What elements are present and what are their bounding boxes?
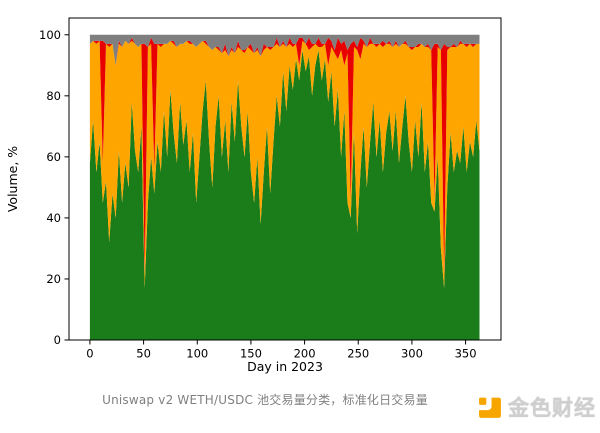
x-tick-label: 350 bbox=[455, 347, 477, 361]
x-axis-label: Day in 2023 bbox=[247, 359, 323, 374]
golden-finance-icon bbox=[479, 397, 501, 418]
chart-caption: Uniswap v2 WETH/USDC 池交易量分类，标准化日交易量 bbox=[102, 393, 428, 407]
area-series-orange bbox=[89, 40, 480, 289]
x-tick-label: 250 bbox=[347, 347, 369, 361]
x-tick-label: 200 bbox=[294, 347, 316, 361]
stacked-area-chart: 0 50 100 150 200 250 300 350 0 20 40 60 80 100 Day in … bbox=[5, 17, 502, 374]
y-tick-label: 100 bbox=[39, 28, 61, 42]
y-tick-label: 20 bbox=[46, 272, 61, 286]
x-tick-label: 300 bbox=[401, 347, 423, 361]
x-tick-label: 0 bbox=[86, 347, 93, 361]
y-tick-label: 0 bbox=[54, 333, 61, 347]
golden-finance-logo: 金色财经 bbox=[478, 392, 596, 422]
area-series-gray bbox=[89, 34, 480, 66]
x-tick-label: 100 bbox=[186, 347, 208, 361]
plot-frame bbox=[68, 17, 502, 341]
golden-finance-logo-text: 金色财经 bbox=[508, 396, 596, 420]
y-tick-label: 40 bbox=[46, 211, 61, 225]
x-tick-label: 50 bbox=[136, 347, 151, 361]
y-tick-label: 80 bbox=[46, 89, 61, 103]
area-series-green bbox=[89, 50, 480, 340]
y-tick-label: 60 bbox=[46, 150, 61, 164]
x-tick-label: 150 bbox=[240, 347, 262, 361]
y-axis-label: Volume, % bbox=[5, 146, 20, 212]
